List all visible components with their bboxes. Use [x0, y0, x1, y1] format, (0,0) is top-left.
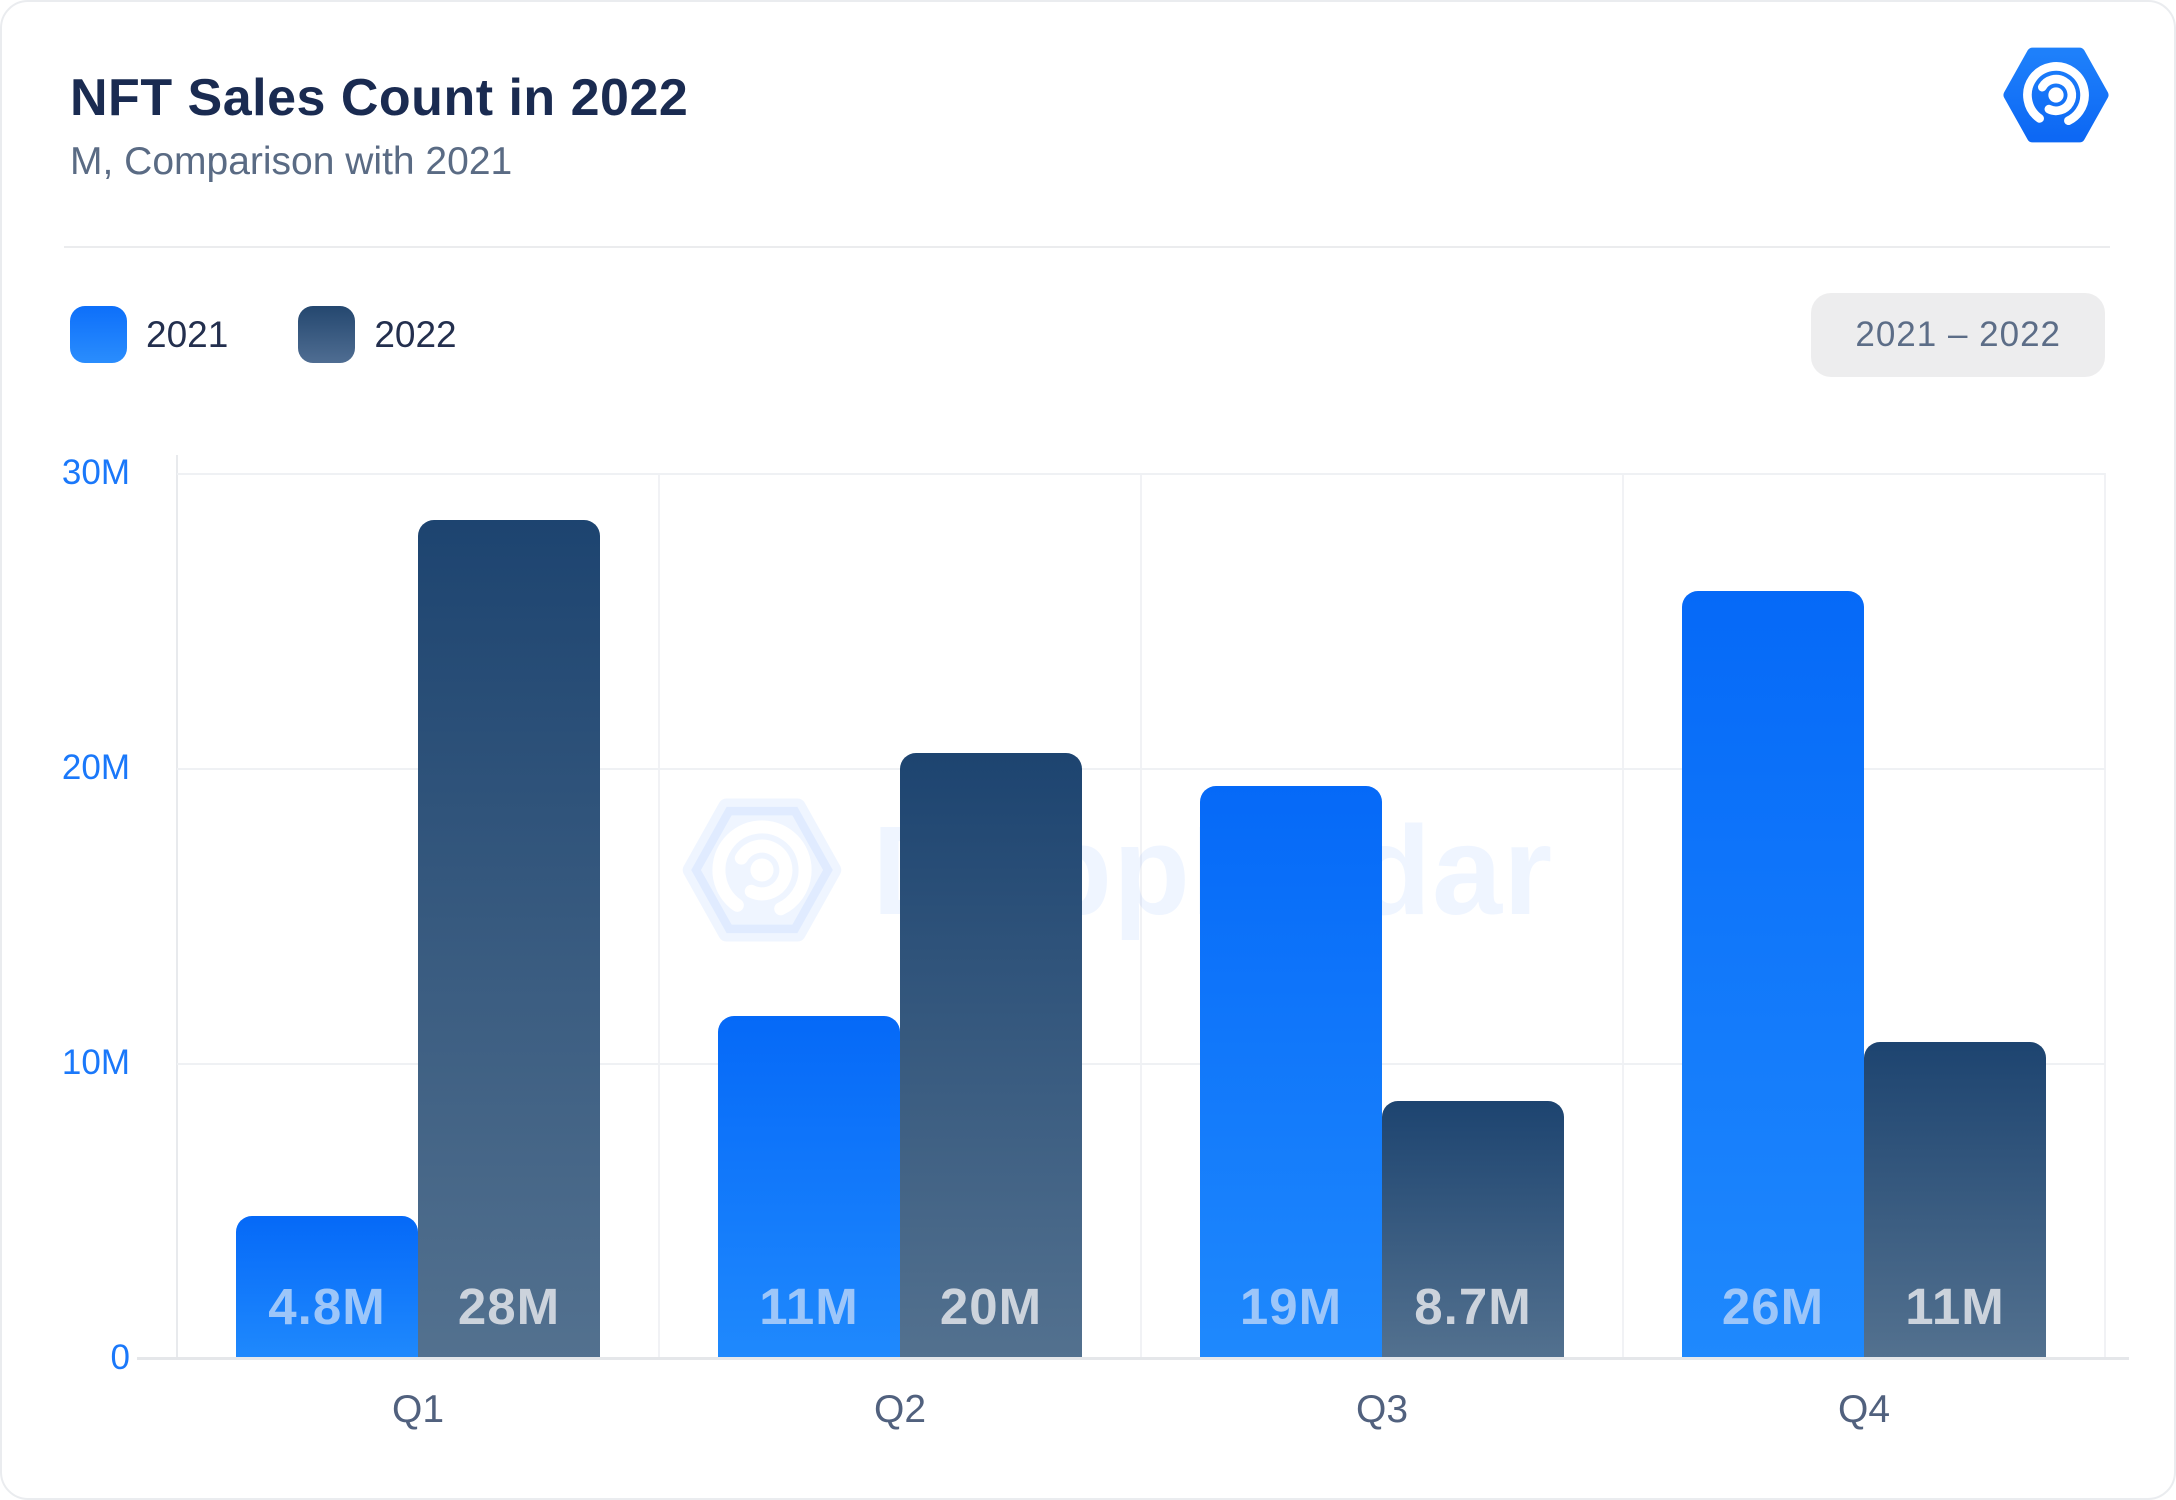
- bar-value-label: 11M: [759, 1278, 859, 1335]
- quarter-band-q3: 19M 8.7M Q3: [1141, 473, 1623, 1431]
- bar-pair: 11M 20M: [718, 473, 1082, 1358]
- chart-legend: 2021 2022: [70, 306, 457, 363]
- bar-value-label: 26M: [1721, 1278, 1825, 1335]
- bar-2021-q2[interactable]: 11M: [718, 1015, 900, 1358]
- bar-groups: 4.8M 28M Q1 11M 20M Q2 19M 8.7M Q3 26M 11M Q4: [177, 473, 2105, 1431]
- x-tick-label: Q2: [873, 1388, 927, 1431]
- y-tick-label: 0: [110, 1338, 130, 1377]
- plot-area: DappRadar 4.8M28MQ111M20MQ219M8.7MQ326M1…: [137, 455, 2129, 1431]
- bar-value-label: 8.7M: [1414, 1278, 1532, 1335]
- bar-pair: 19M 8.7M: [1200, 473, 1564, 1358]
- bar-2022-q2[interactable]: 20M: [900, 753, 1082, 1358]
- date-range-badge[interactable]: 2021 – 2022: [1811, 293, 2105, 377]
- dappradar-logo-icon: [2003, 47, 2109, 143]
- bar-value-label: 11M: [1905, 1278, 2005, 1335]
- y-axis-labels: 30M 20M 10M 0: [2, 453, 130, 1377]
- bar-2021-q1[interactable]: 4.8M: [236, 1216, 418, 1358]
- quarter-band-q4: 26M 11M Q4: [1623, 473, 2105, 1431]
- legend-swatch-2022: [298, 306, 356, 363]
- gridline-vertical: [1140, 473, 1142, 1358]
- bar-pair: 26M 11M: [1682, 473, 2046, 1358]
- bar-value-label: 19M: [1239, 1278, 1343, 1335]
- y-tick-label: 30M: [61, 453, 130, 492]
- bar-value-label: 4.8M: [268, 1278, 386, 1335]
- bar-value-label: 28M: [457, 1278, 561, 1335]
- x-tick-label: Q4: [1837, 1388, 1891, 1431]
- gridline-vertical: [1622, 473, 1624, 1358]
- page-title: NFT Sales Count in 2022: [70, 69, 689, 127]
- y-tick-label: 10M: [61, 1042, 130, 1082]
- bar-2021-q4[interactable]: 26M: [1682, 591, 1864, 1358]
- bar-2021-q3[interactable]: 19M: [1200, 785, 1382, 1358]
- gridline-vertical: [2104, 473, 2106, 1358]
- bar-2022-q3[interactable]: 8.7M: [1382, 1101, 1564, 1358]
- x-tick-label: Q3: [1355, 1388, 1409, 1431]
- x-axis-line: [137, 1357, 2129, 1360]
- legend-item-2021[interactable]: 2021: [70, 306, 228, 363]
- bar-pair: 4.8M 28M: [236, 473, 600, 1358]
- y-tick-label: 20M: [61, 747, 130, 787]
- page-subtitle: M, Comparison with 2021: [70, 140, 513, 183]
- quarter-band-q2: 11M 20M Q2: [659, 473, 1141, 1431]
- legend-label-2022: 2022: [374, 313, 457, 355]
- legend-swatch-2021: [70, 306, 127, 363]
- legend-label-2021: 2021: [146, 313, 229, 355]
- gridline-horizontal: [177, 767, 2105, 770]
- gridline-horizontal: [177, 473, 2105, 475]
- legend-item-2022[interactable]: 2022: [298, 306, 457, 363]
- quarter-band-q1: 4.8M 28M Q1: [177, 473, 659, 1431]
- bar-2022-q1[interactable]: 28M: [418, 520, 600, 1358]
- bar-2022-q4[interactable]: 11M: [1864, 1042, 2046, 1358]
- header-divider: [64, 246, 2110, 248]
- bar-value-label: 20M: [939, 1278, 1043, 1335]
- gridline-vertical: [658, 473, 660, 1358]
- x-tick-label: Q1: [391, 1388, 445, 1431]
- gridline-horizontal: [177, 1063, 2105, 1065]
